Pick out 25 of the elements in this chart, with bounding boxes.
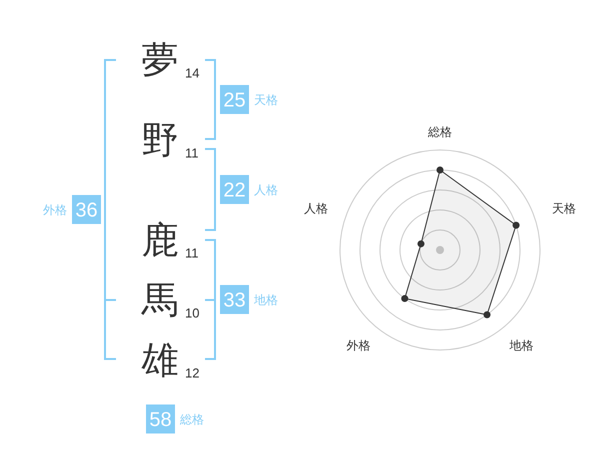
category-label: 雄 bbox=[140, 340, 178, 380]
category-label: 馬 bbox=[140, 280, 178, 320]
data-label: 11 bbox=[185, 246, 198, 260]
data-label: 36 bbox=[75, 200, 98, 222]
spoke-label: 総格 bbox=[427, 125, 452, 139]
category-label: 地格 bbox=[253, 293, 278, 307]
category-label: 天格 bbox=[254, 93, 278, 107]
category-label: 人格 bbox=[254, 183, 278, 197]
category-label: 外格 bbox=[43, 203, 67, 217]
spoke-label: 天格 bbox=[552, 202, 576, 216]
data-label: 10 bbox=[185, 306, 200, 320]
category-label: 夢 bbox=[142, 40, 178, 80]
data-label: 14 bbox=[185, 66, 200, 80]
data-label: 22 bbox=[223, 180, 246, 202]
spoke-label: 外格 bbox=[346, 338, 371, 352]
data-label: 58 bbox=[149, 409, 172, 431]
data-label: 12 bbox=[185, 366, 200, 380]
spoke-label: 人格 bbox=[304, 202, 328, 216]
category-label: 総格 bbox=[179, 412, 204, 426]
data-label: 25 bbox=[223, 90, 246, 112]
category-label: 鹿 bbox=[142, 220, 178, 260]
spoke-label: 地格 bbox=[508, 338, 534, 352]
data-label: 11 bbox=[185, 146, 198, 160]
category-label: 野 bbox=[142, 120, 178, 160]
data-label: 33 bbox=[223, 290, 246, 312]
